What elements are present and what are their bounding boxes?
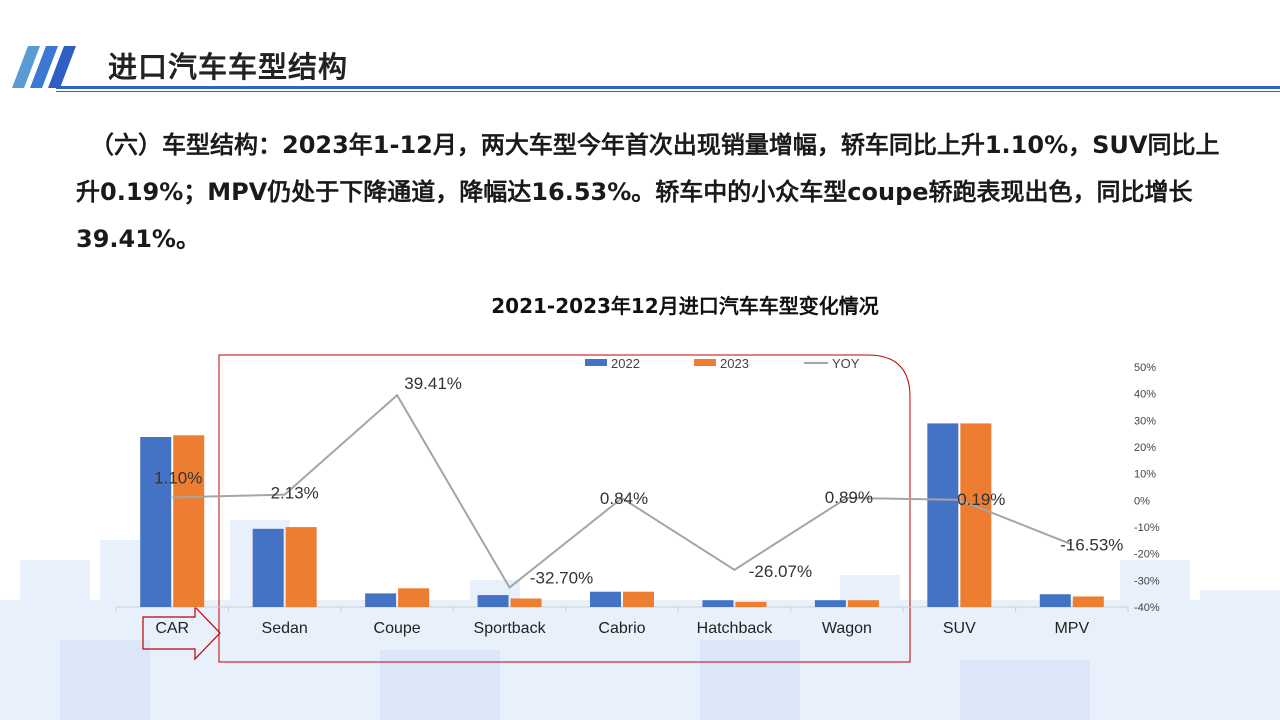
y2-tick-label: 50% <box>1134 362 1156 374</box>
bar-2023-mpv <box>1072 596 1104 607</box>
x-tick-label-mpv: MPV <box>1054 620 1089 637</box>
yoy-data-label-cabrio: 0.84% <box>600 489 648 508</box>
bar-2022-cabrio <box>590 591 621 607</box>
yoy-line <box>172 393 1073 590</box>
yoy-data-label-suv: 0.19% <box>957 490 1005 509</box>
y2-tick-label: 40% <box>1134 389 1156 401</box>
legend-swatch-2023 <box>694 359 716 366</box>
x-tick-label-car: CAR <box>155 620 189 637</box>
bar-2022-wagon <box>814 600 846 607</box>
bar-2022-sportback <box>477 595 509 607</box>
page-title: 进口汽车车型结构 <box>108 50 349 84</box>
summary-paragraph: （六）车型结构：2023年1-12月，两大车型今年首次出现销量增幅，轿车同比上升… <box>76 131 1220 253</box>
legend-label-2023: 2023 <box>720 356 749 371</box>
yoy-data-label-car: 1.10% <box>154 468 202 487</box>
legend-label-2022: 2022 <box>611 356 640 371</box>
y2-tick-label: 20% <box>1134 442 1156 454</box>
bar-2023-sportback <box>510 598 542 607</box>
y2-tick-label: -10% <box>1134 522 1160 534</box>
x-tick-label-cabrio: Cabrio <box>598 620 645 637</box>
y2-tick-label: 30% <box>1134 415 1156 427</box>
bar-2023-suv <box>960 423 992 607</box>
yoy-data-label-sedan: 2.13% <box>271 484 319 503</box>
yoy-data-label-mpv: -16.53% <box>1060 535 1123 554</box>
legend-swatch-2022 <box>585 359 607 366</box>
x-tick-label-sportback: Sportback <box>474 620 547 637</box>
bar-2023-sedan <box>285 527 317 607</box>
y2-tick-label: 0% <box>1134 495 1150 507</box>
x-tick-label-hatchback: Hatchback <box>697 620 774 637</box>
bar-2023-hatchback <box>735 601 767 607</box>
bar-2022-suv <box>927 423 959 607</box>
bar-2023-wagon <box>847 600 879 607</box>
bar-2023-coupe <box>398 588 430 607</box>
x-tick-label-sedan: Sedan <box>262 620 308 637</box>
x-tick-label-coupe: Coupe <box>374 620 421 637</box>
x-tick-label-wagon: Wagon <box>822 620 872 637</box>
bar-2023-cabrio <box>623 591 654 607</box>
yoy-data-label-hatchback: -26.07% <box>749 562 812 581</box>
highlight-box <box>218 354 911 663</box>
highlight-arrow-icon <box>142 605 221 661</box>
legend-label-yoy: YOY <box>832 356 860 371</box>
y2-tick-label: -30% <box>1134 575 1160 587</box>
header-divider <box>56 86 1280 89</box>
bar-2022-hatchback <box>702 600 734 607</box>
yoy-data-label-wagon: 0.89% <box>825 488 873 507</box>
bar-2022-car <box>140 437 172 607</box>
x-tick-label-suv: SUV <box>943 620 976 637</box>
yoy-data-label-sportback: -32.70% <box>530 569 593 588</box>
header-divider-thin <box>56 91 1280 92</box>
y2-tick-label: 10% <box>1134 469 1156 481</box>
yoy-data-label-coupe: 39.41% <box>404 374 462 393</box>
header-stripes-logo <box>12 46 76 88</box>
bar-2022-sedan <box>252 528 284 607</box>
y2-tick-label: -40% <box>1134 602 1160 614</box>
chart-title: 2021-2023年12月进口汽车车型变化情况 <box>491 294 879 318</box>
bar-2023-car <box>173 435 205 607</box>
bar-2022-coupe <box>365 593 397 607</box>
bar-2022-mpv <box>1039 594 1071 607</box>
y2-tick-label: -20% <box>1134 549 1160 561</box>
